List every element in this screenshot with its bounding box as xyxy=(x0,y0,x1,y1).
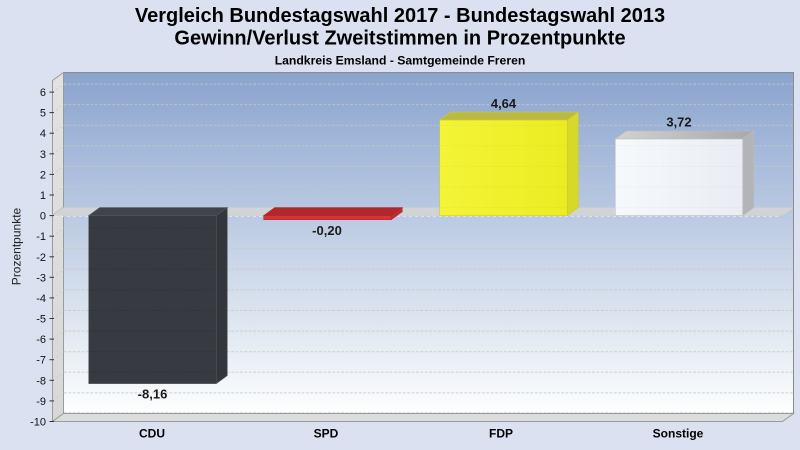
svg-text:0: 0 xyxy=(40,211,46,223)
svg-text:-10: -10 xyxy=(30,417,46,429)
svg-text:SPD: SPD xyxy=(314,427,339,441)
svg-text:CDU: CDU xyxy=(139,427,165,441)
svg-text:Sonstige: Sonstige xyxy=(653,427,704,441)
svg-text:1: 1 xyxy=(40,190,46,202)
svg-text:-5: -5 xyxy=(36,314,46,326)
svg-text:4: 4 xyxy=(40,128,46,140)
svg-text:Gewinn/Verlust Zweitstimmen in: Gewinn/Verlust Zweitstimmen in Prozentpu… xyxy=(174,28,625,50)
svg-text:-9: -9 xyxy=(36,396,46,408)
svg-text:Landkreis Emsland - Samtgemein: Landkreis Emsland - Samtgemeinde Freren xyxy=(275,54,526,68)
svg-text:-3: -3 xyxy=(36,272,46,284)
svg-text:4,64: 4,64 xyxy=(491,96,517,111)
svg-text:-6: -6 xyxy=(36,334,46,346)
svg-text:5: 5 xyxy=(40,108,46,120)
svg-text:6: 6 xyxy=(40,87,46,99)
svg-text:FDP: FDP xyxy=(489,427,513,441)
svg-text:2: 2 xyxy=(40,169,46,181)
svg-text:3: 3 xyxy=(40,149,46,161)
svg-text:3,72: 3,72 xyxy=(666,115,691,130)
svg-text:-7: -7 xyxy=(36,355,46,367)
svg-text:-1: -1 xyxy=(36,231,46,243)
svg-text:-4: -4 xyxy=(36,293,46,305)
svg-text:-0,20: -0,20 xyxy=(312,223,342,238)
svg-text:Prozentpunkte: Prozentpunkte xyxy=(10,207,24,285)
svg-text:-2: -2 xyxy=(36,252,46,264)
svg-text:Vergleich Bundestagswahl 2017: Vergleich Bundestagswahl 2017 - Bundesta… xyxy=(135,5,665,27)
svg-text:-8: -8 xyxy=(36,375,46,387)
svg-text:-8,16: -8,16 xyxy=(138,387,168,402)
